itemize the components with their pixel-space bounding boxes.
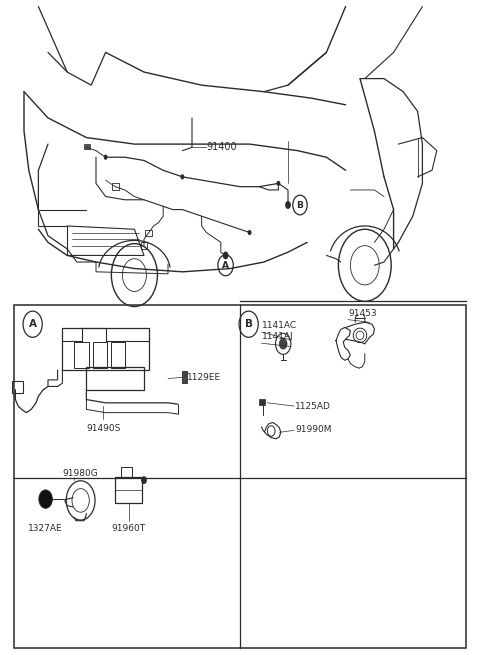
Circle shape — [39, 490, 52, 508]
Bar — [145, 230, 152, 236]
Bar — [14, 305, 466, 648]
Text: 1141AC: 1141AC — [262, 321, 297, 330]
Bar — [112, 183, 119, 190]
Text: 1141AJ: 1141AJ — [262, 332, 293, 341]
Circle shape — [104, 155, 108, 160]
Circle shape — [279, 339, 287, 349]
Circle shape — [248, 230, 252, 235]
Text: 91490S: 91490S — [86, 424, 120, 434]
Bar — [74, 342, 89, 368]
Text: 91980G: 91980G — [63, 469, 98, 478]
Bar — [115, 477, 142, 503]
Text: 1327AE: 1327AE — [28, 524, 63, 533]
Circle shape — [276, 181, 280, 186]
Text: A: A — [222, 261, 229, 270]
Bar — [93, 342, 107, 368]
Bar — [84, 144, 90, 149]
Text: 91960T: 91960T — [111, 524, 146, 533]
Circle shape — [180, 174, 184, 179]
Circle shape — [285, 201, 291, 209]
Text: 1125AD: 1125AD — [295, 402, 331, 411]
Bar — [12, 381, 23, 393]
Text: 91990M: 91990M — [295, 424, 332, 434]
Bar — [86, 367, 144, 390]
Bar — [62, 328, 149, 370]
Text: 91400: 91400 — [206, 142, 237, 153]
Bar — [141, 242, 147, 249]
Bar — [182, 371, 187, 383]
Text: B: B — [297, 200, 303, 210]
Text: 91453: 91453 — [348, 309, 377, 318]
Circle shape — [141, 476, 147, 484]
Text: B: B — [245, 319, 252, 329]
Text: A: A — [29, 319, 36, 329]
Circle shape — [223, 252, 228, 259]
Bar — [111, 342, 125, 368]
Text: 1129EE: 1129EE — [187, 373, 221, 382]
Bar — [259, 399, 265, 405]
